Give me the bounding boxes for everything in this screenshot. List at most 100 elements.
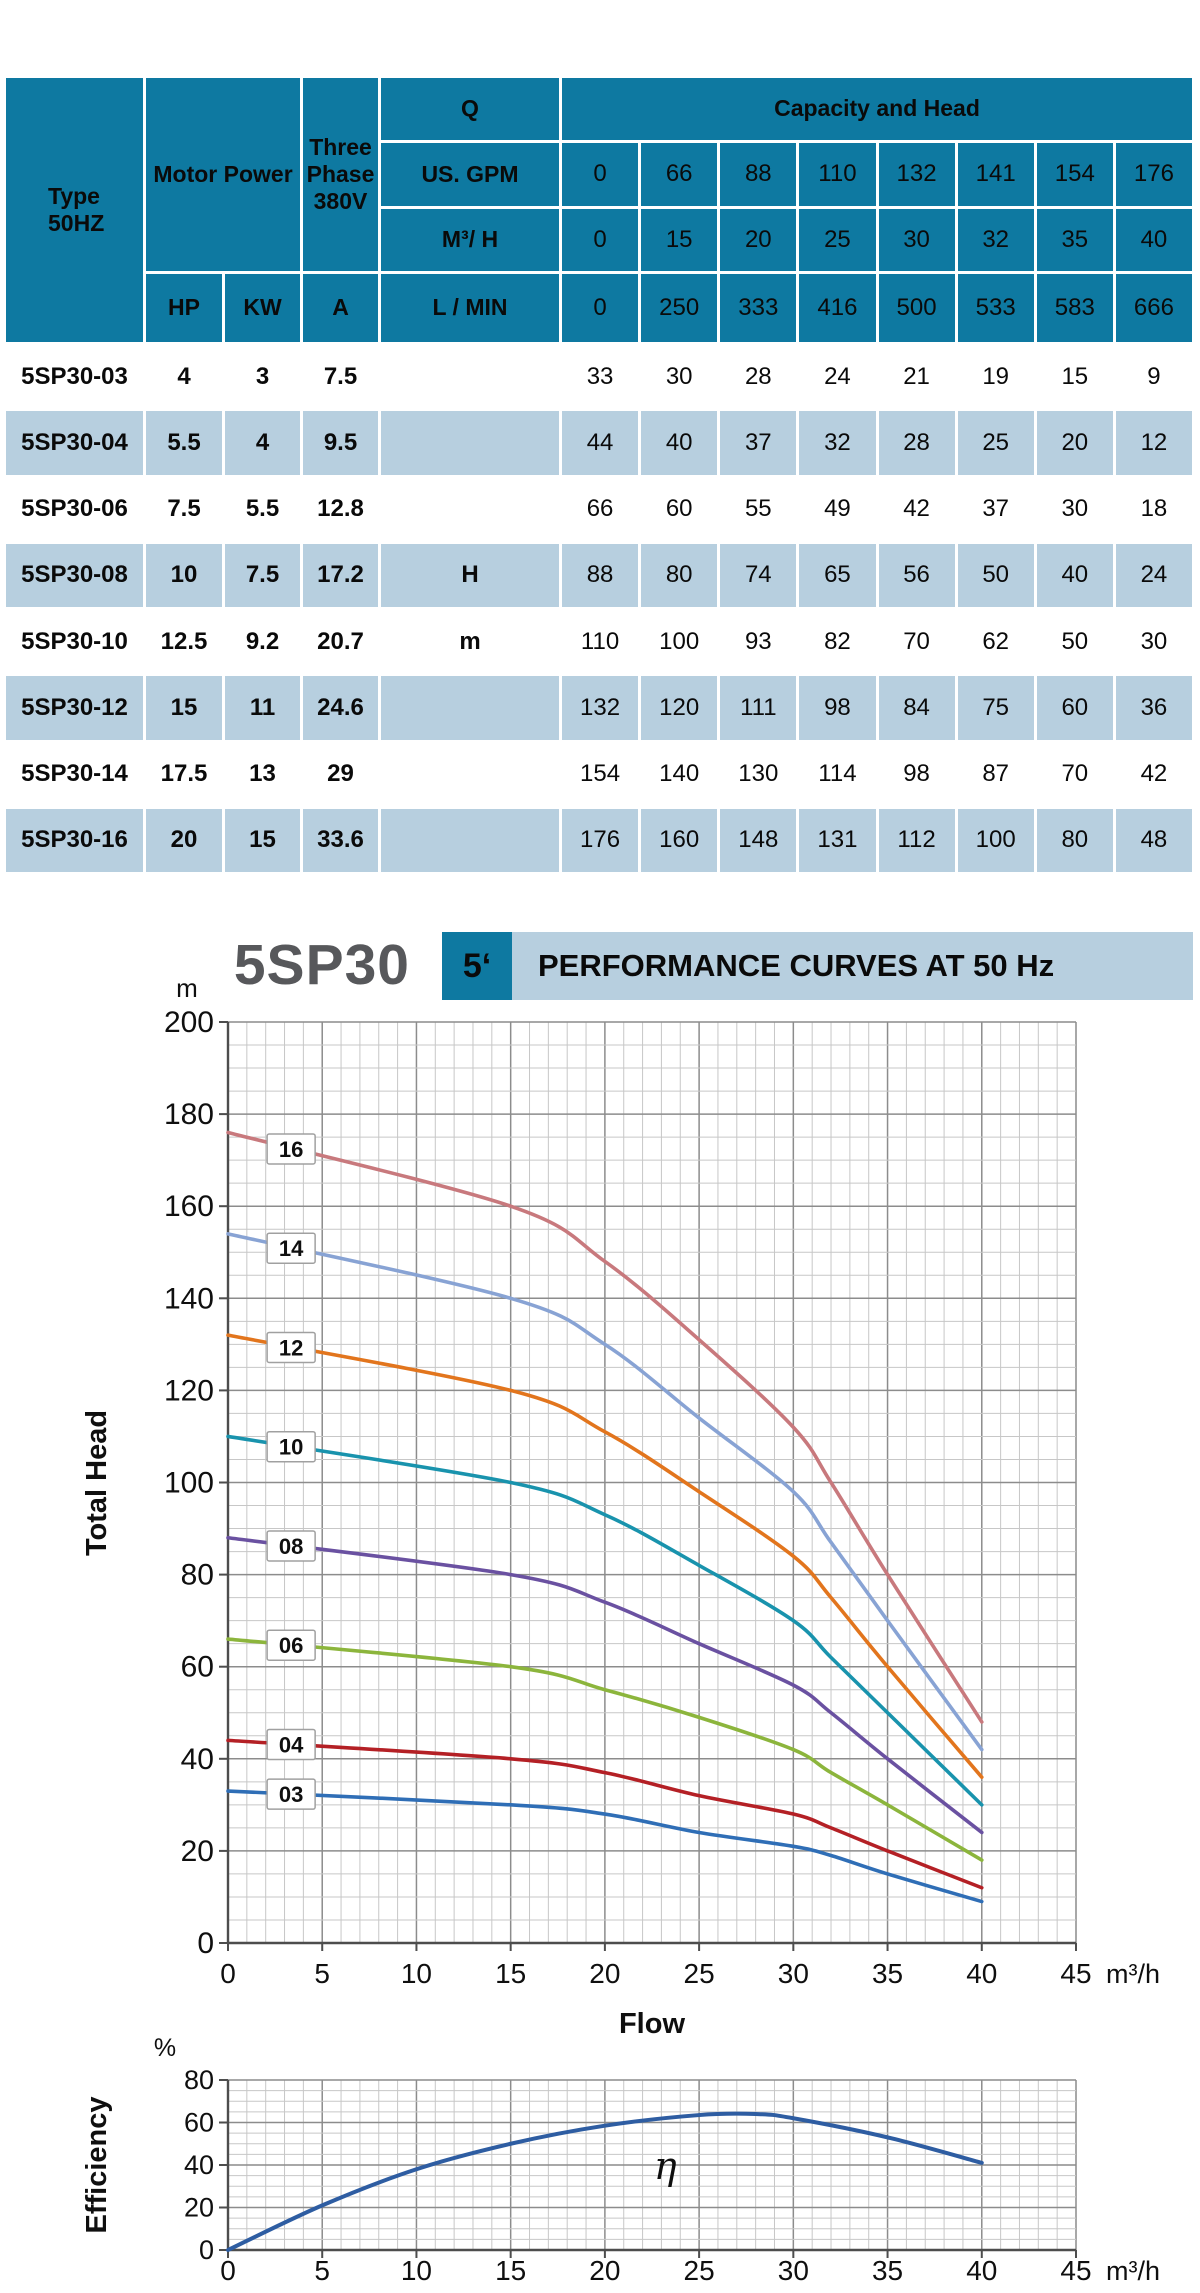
x-tick-label: 25 (684, 1958, 715, 1989)
head-value-cell: 30 (1036, 477, 1113, 541)
head-value-cell: 24 (1115, 543, 1192, 607)
th-kw: KW (225, 274, 300, 342)
th-q: Q (381, 78, 559, 140)
row-a-cell: 17.2 (303, 543, 378, 607)
row-hm-cell: H (381, 543, 559, 607)
row-hp-cell: 12.5 (146, 610, 222, 674)
head-value-cell: 28 (720, 345, 797, 409)
curve-04 (226, 1738, 984, 1890)
x-tick-label: 10 (401, 1958, 432, 1989)
head-value-cell: 160 (641, 808, 718, 872)
y-tick-label: 40 (184, 2150, 214, 2180)
row-hp-cell: 7.5 (146, 477, 222, 541)
row-type-cell: 5SP30-10 (6, 610, 143, 674)
y-tick-label: 80 (184, 2065, 214, 2095)
curve-label-box-12 (266, 1331, 316, 1364)
head-value-cell: 87 (957, 742, 1034, 806)
head-value-cell: 154 (562, 742, 639, 806)
curve-10 (226, 1434, 984, 1807)
head-value-cell: 70 (878, 610, 955, 674)
row-kw-cell: 3 (225, 345, 300, 409)
row-hm-cell (381, 808, 559, 872)
head-value-cell: 110 (562, 610, 639, 674)
grid (226, 2079, 1077, 2252)
head-value-cell: 62 (957, 610, 1034, 674)
y-tick-label: 120 (164, 1374, 214, 1407)
size-badge: 5‘ (442, 932, 512, 1000)
row-kw-cell: 15 (225, 808, 300, 872)
head-value-cell: 20 (1036, 411, 1113, 475)
head-value-cell: 30 (641, 345, 718, 409)
header-value-cell: 176 (1115, 143, 1192, 206)
x-axis-title: Flow (619, 2008, 685, 2040)
model-name: 5SP30 (233, 933, 410, 997)
row-a-cell: 29 (303, 742, 378, 806)
row-a-cell: 20.7 (303, 610, 378, 674)
row-hp-cell: 17.5 (146, 742, 222, 806)
curve-label-16: 16 (279, 1137, 303, 1162)
head-value-cell: 80 (641, 543, 718, 607)
y-tick-label: 40 (181, 1743, 214, 1776)
head-value-cell: 36 (1115, 676, 1192, 740)
header-value-cell: 110 (799, 143, 876, 206)
curve-label-12: 12 (279, 1335, 303, 1360)
head-value-cell: 48 (1115, 808, 1192, 872)
performance-chart: 0 20 40 60 80 100 120 140 160 180 200 0 5 10 15 20 25 30 3… (81, 973, 1160, 2040)
header-value-cell: 132 (878, 143, 955, 206)
th-motor-power: Motor Power (146, 78, 300, 271)
head-value-cell: 140 (641, 742, 718, 806)
head-value-cell: 176 (562, 808, 639, 872)
header-value-cell: 88 (720, 143, 797, 206)
y-tick-label: 200 (164, 1006, 214, 1039)
curve-label-box-06 (266, 1629, 316, 1661)
row-kw-cell: 4 (225, 411, 300, 475)
row-a-cell: 9.5 (303, 411, 378, 475)
head-value-cell: 18 (1115, 477, 1192, 541)
x-unit-label: m³/h (1106, 2256, 1160, 2286)
row-kw-cell: 13 (225, 742, 300, 806)
head-value-cell: 50 (957, 543, 1034, 607)
row-type-cell: 5SP30-04 (6, 411, 143, 475)
header-value-cell: 333 (720, 274, 797, 342)
head-value-cell: 28 (878, 411, 955, 475)
row-kw-cell: 9.2 (225, 610, 300, 674)
head-value-cell: 9 (1115, 345, 1192, 409)
row-a-cell: 24.6 (303, 676, 378, 740)
head-value-cell: 21 (878, 345, 955, 409)
y-unit-label: % (154, 2034, 176, 2062)
head-value-cell: 50 (1036, 610, 1113, 674)
head-value-cell: 100 (641, 610, 718, 674)
curve-label-10: 10 (279, 1435, 303, 1460)
head-value-cell: 132 (562, 676, 639, 740)
y-tick-label: 60 (184, 2108, 214, 2138)
x-tick-label: 0 (220, 2255, 236, 2286)
head-value-cell: 44 (562, 411, 639, 475)
head-value-cell: 49 (799, 477, 876, 541)
row-hm-cell: m (381, 610, 559, 674)
th-hp: HP (146, 274, 222, 342)
head-value-cell: 37 (720, 411, 797, 475)
x-tick-label: 40 (966, 2255, 997, 2286)
head-value-cell: 40 (641, 411, 718, 475)
curve-label-box-10 (266, 1430, 316, 1463)
row-hp-cell: 4 (146, 345, 222, 409)
head-value-cell: 112 (878, 808, 955, 872)
row-hm-cell (381, 411, 559, 475)
row-type-cell: 5SP30-06 (6, 477, 143, 541)
header-value-cell: 32 (957, 209, 1034, 271)
head-value-cell: 93 (720, 610, 797, 674)
th-type-line1: Type (48, 182, 100, 209)
curve-label-03: 03 (279, 1782, 303, 1807)
y-tick-label: 0 (197, 1927, 214, 1960)
head-value-cell: 70 (1036, 742, 1113, 806)
row-type-cell: 5SP30-03 (6, 345, 143, 409)
head-value-cell: 74 (720, 543, 797, 607)
head-value-cell: 42 (878, 477, 955, 541)
head-value-cell: 98 (799, 676, 876, 740)
curve-06 (226, 1637, 984, 1862)
x-tick-label: 15 (495, 1958, 526, 1989)
x-tick-label: 45 (1060, 2255, 1091, 2286)
head-value-cell: 37 (957, 477, 1034, 541)
x-tick-label: 25 (684, 2255, 715, 2286)
row-kw-cell: 11 (225, 676, 300, 740)
